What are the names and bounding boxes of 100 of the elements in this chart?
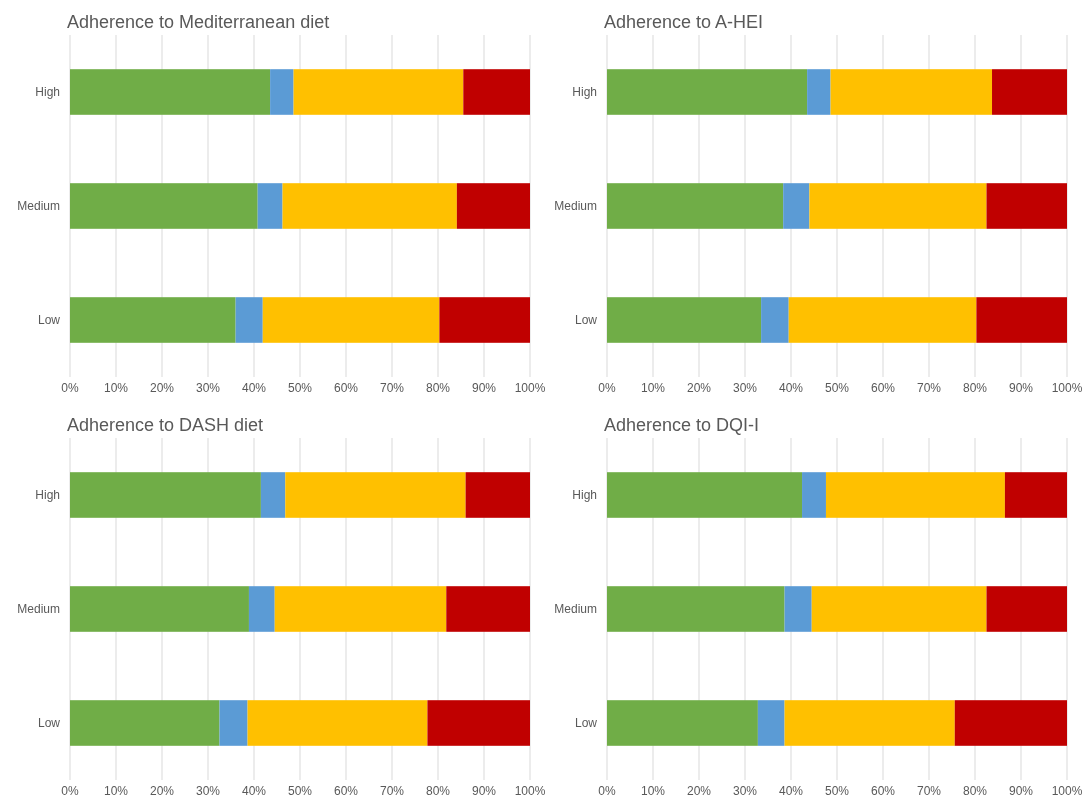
x-tick-label: 70%	[916, 784, 942, 798]
bar	[282, 183, 457, 229]
x-tick-label: 30%	[195, 381, 221, 395]
bar	[446, 586, 530, 632]
x-tick-label: 60%	[870, 784, 896, 798]
x-tick-label: 70%	[916, 381, 942, 395]
y-tick-label: Low	[574, 313, 598, 328]
bar	[607, 472, 803, 518]
bar	[761, 297, 789, 343]
x-tick-label: 10%	[640, 784, 666, 798]
bar	[954, 700, 1067, 746]
x-tick-label: 100%	[1051, 784, 1083, 798]
x-tick-label: 40%	[778, 381, 804, 395]
x-tick-label: 80%	[962, 381, 988, 395]
x-tick-label: 50%	[287, 381, 313, 395]
x-tick-label: 90%	[471, 381, 497, 395]
x-tick-label: 20%	[686, 784, 712, 798]
bar	[70, 183, 258, 229]
y-tick-label: High	[35, 85, 60, 100]
x-tick-label: 100%	[1051, 381, 1083, 395]
x-tick-label: 10%	[103, 381, 129, 395]
x-tick-label: 40%	[241, 784, 267, 798]
bar	[274, 586, 447, 632]
y-tick-label: Low	[37, 716, 61, 731]
x-tick-label: 0%	[61, 381, 79, 395]
bar	[976, 297, 1067, 343]
bar	[293, 69, 464, 115]
x-tick-label: 10%	[103, 784, 129, 798]
x-tick-label: 50%	[287, 784, 313, 798]
y-tick-label: Medium	[554, 199, 597, 214]
bar	[219, 700, 248, 746]
bar	[607, 69, 808, 115]
bar	[607, 700, 758, 746]
bar	[809, 183, 987, 229]
y-tick-label: Medium	[17, 199, 60, 214]
x-tick-label: 0%	[598, 784, 616, 798]
bar	[465, 472, 530, 518]
bar	[825, 472, 1005, 518]
y-tick-label: Low	[574, 716, 598, 731]
bar	[986, 183, 1067, 229]
bar	[260, 472, 286, 518]
x-tick-label: 70%	[379, 784, 405, 798]
y-tick-label: Medium	[17, 602, 60, 617]
bar	[992, 69, 1067, 115]
bar	[270, 69, 294, 115]
x-tick-label: 30%	[732, 784, 758, 798]
x-tick-label: 80%	[425, 381, 451, 395]
bar	[811, 586, 987, 632]
x-tick-label: 90%	[471, 784, 497, 798]
bar	[439, 297, 530, 343]
bar	[757, 700, 785, 746]
bar	[262, 297, 440, 343]
x-tick-label: 20%	[686, 381, 712, 395]
x-tick-label: 40%	[778, 784, 804, 798]
bar	[784, 700, 955, 746]
x-tick-label: 30%	[195, 784, 221, 798]
bar	[463, 69, 530, 115]
bar	[70, 700, 220, 746]
y-tick-label: High	[35, 488, 60, 503]
bar	[1004, 472, 1067, 518]
bar	[807, 69, 831, 115]
y-tick-label: High	[572, 85, 597, 100]
bar	[248, 586, 275, 632]
x-tick-label: 30%	[732, 381, 758, 395]
x-tick-label: 80%	[425, 784, 451, 798]
bar	[427, 700, 530, 746]
x-tick-label: 80%	[962, 784, 988, 798]
chart-title: Adherence to DASH diet	[67, 415, 264, 435]
x-tick-label: 70%	[379, 381, 405, 395]
bar	[788, 297, 977, 343]
chart-title: Adherence to DQI-I	[604, 415, 760, 435]
bar	[830, 69, 993, 115]
x-tick-label: 50%	[824, 784, 850, 798]
x-tick-label: 90%	[1008, 381, 1034, 395]
x-tick-label: 40%	[241, 381, 267, 395]
chart-title: Adherence to A-HEI	[604, 12, 764, 32]
bar	[235, 297, 263, 343]
y-tick-label: High	[572, 488, 597, 503]
bar	[986, 586, 1067, 632]
bar	[285, 472, 466, 518]
x-tick-label: 0%	[598, 381, 616, 395]
x-tick-label: 60%	[333, 784, 359, 798]
bar	[70, 586, 249, 632]
bar	[784, 586, 812, 632]
x-tick-label: 20%	[149, 381, 175, 395]
bar	[70, 472, 261, 518]
x-tick-label: 100%	[514, 381, 546, 395]
x-tick-label: 50%	[824, 381, 850, 395]
x-tick-label: 60%	[870, 381, 896, 395]
bar	[257, 183, 283, 229]
bar	[456, 183, 530, 229]
y-tick-label: Low	[37, 313, 61, 328]
x-tick-label: 20%	[149, 784, 175, 798]
x-tick-label: 10%	[640, 381, 666, 395]
x-tick-label: 100%	[514, 784, 546, 798]
bar	[607, 586, 785, 632]
bar	[607, 183, 784, 229]
x-tick-label: 60%	[333, 381, 359, 395]
bar	[607, 297, 762, 343]
bar	[70, 297, 236, 343]
